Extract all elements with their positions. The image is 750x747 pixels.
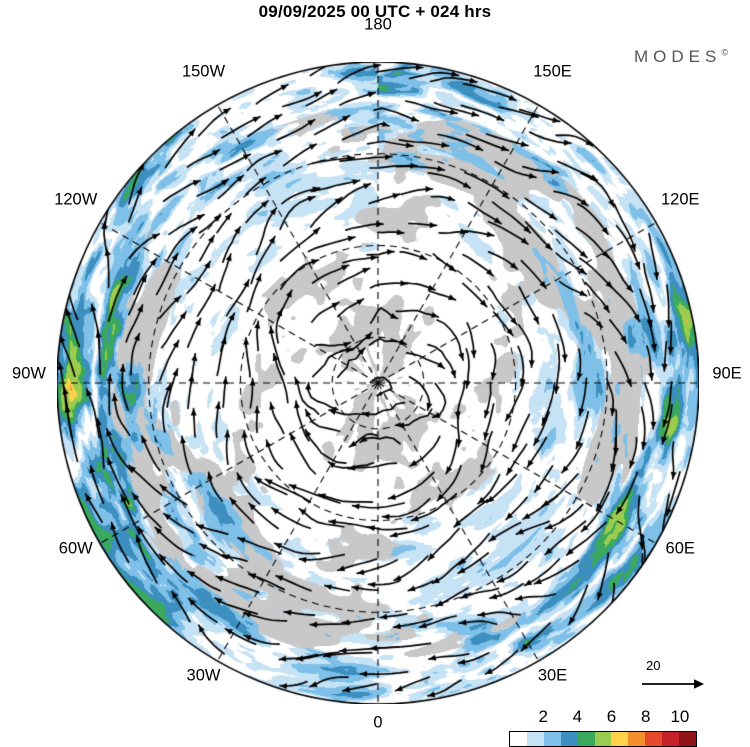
longitude-label-90E: 90E [712, 364, 742, 383]
modes-logo: MODES© [634, 47, 728, 67]
colorbar-tick-2: 2 [538, 707, 548, 726]
colorbar-band-8 [645, 732, 663, 746]
arrow-right-icon [642, 679, 704, 689]
colorbar-tick-10: 10 [670, 707, 690, 726]
colorbar-band-9 [662, 732, 680, 746]
longitude-label-30E: 30E [537, 666, 568, 685]
colorbar-band-6 [611, 732, 629, 746]
colorbar-band-2 [543, 732, 561, 746]
longitude-label-150W: 150W [181, 62, 226, 81]
modes-logo-text: MODES [634, 47, 722, 66]
longitude-label-150E: 150E [533, 62, 572, 81]
colorbar-band-7 [628, 732, 646, 746]
colorbar-tick-8: 8 [640, 707, 651, 726]
colorbar-band-10 [679, 732, 696, 746]
polar-projection [57, 62, 699, 704]
colorbar-tick-4: 4 [572, 707, 583, 726]
colorbar-tick-6: 6 [606, 707, 617, 726]
colorbar [509, 731, 697, 747]
colorbar-band-0 [510, 732, 527, 746]
page-title: 09/09/2025 00 UTC + 024 hrs [258, 2, 492, 21]
vector-scale-label: 20 [646, 658, 661, 673]
longitude-label-90W: 90W [12, 364, 46, 383]
longitude-label-120W: 120W [54, 190, 98, 208]
longitude-label-30W: 30W [186, 666, 221, 685]
colorbar-band-5 [594, 732, 612, 746]
copyright-icon: © [721, 47, 728, 58]
longitude-label-0: 0 [373, 713, 383, 732]
longitude-label-60E: 60E [665, 539, 695, 557]
polar-map-panel: 180 150E 120E 90E 60E 30E 0 30W 60W 90W 120W 150W [0, 16, 750, 732]
colorbar-band-1 [526, 732, 544, 746]
vector-scale-reference: 20 [640, 658, 710, 700]
longitude-label-60W: 60W [58, 539, 93, 557]
colorbar-band-4 [577, 732, 595, 746]
longitude-label-120E: 120E [660, 190, 700, 208]
colorbar-ticks: 2 4 6 8 10 [509, 707, 697, 729]
colorbar-band-3 [560, 732, 578, 746]
wind-speed-field [57, 62, 699, 704]
longitude-label-180: 180 [364, 15, 392, 34]
